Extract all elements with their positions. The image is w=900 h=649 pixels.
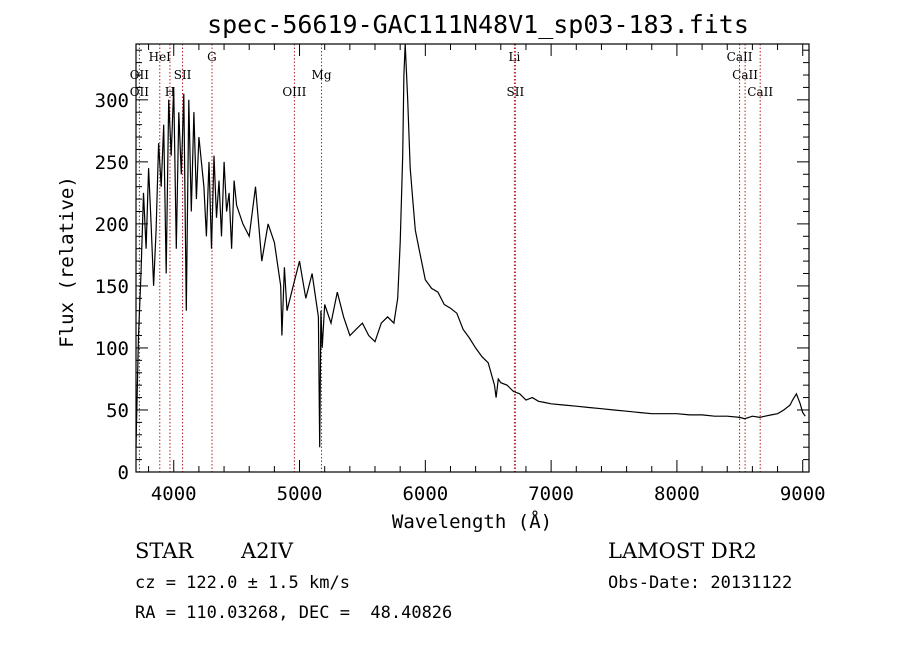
- line-label-oii: OII: [130, 68, 150, 82]
- x-tick-label: 6000: [402, 483, 448, 505]
- y-tick-label: 250: [95, 152, 129, 174]
- y-tick-label: 0: [118, 462, 129, 484]
- line-label-h: H: [165, 85, 175, 99]
- y-tick-label: 150: [95, 276, 129, 298]
- line-label-hei: HeI: [149, 50, 172, 64]
- line-label-sii: SII: [507, 85, 525, 99]
- x-axis-label: Wavelength (Å): [392, 510, 552, 533]
- x-tick-label: 7000: [528, 483, 574, 505]
- y-axis-label: Flux (relative): [56, 176, 78, 348]
- line-label-oii: OII: [130, 85, 150, 99]
- line-label-g: G: [207, 50, 217, 64]
- x-tick-label: 4000: [151, 483, 197, 505]
- line-label-li: Li: [508, 50, 520, 64]
- observation-date: Obs-Date: 20131122: [608, 573, 793, 593]
- y-tick-label: 200: [95, 214, 129, 236]
- survey-name: LAMOST DR2: [608, 539, 757, 563]
- spectrum-series: [135, 43, 806, 448]
- plot-frame: [135, 43, 810, 473]
- coordinates: RA = 110.03268, DEC = 48.40826: [135, 603, 453, 623]
- line-labels: OII OII HeI H SII G OIII Mg Li SII CaII CaII CaII: [130, 50, 774, 99]
- line-label-caii: CaII: [732, 68, 758, 82]
- line-label-caii: CaII: [747, 85, 773, 99]
- x-tick-label: 5000: [277, 483, 323, 505]
- chart-title: spec-56619-GAC111N48V1_sp03-183.fits: [207, 10, 749, 39]
- object-subclass: A2IV: [241, 539, 293, 563]
- redshift-velocity: cz = 122.0 ± 1.5 km/s: [135, 573, 350, 593]
- object-class: STAR: [135, 539, 194, 563]
- line-label-sii: SII: [174, 68, 192, 82]
- y-tick-label: 300: [95, 90, 129, 112]
- line-label-oiii: OIII: [282, 85, 306, 99]
- x-tick-label: 8000: [654, 483, 700, 505]
- y-tick-label: 100: [95, 338, 129, 360]
- y-tick-label: 50: [106, 400, 129, 422]
- line-label-mg: Mg: [312, 68, 332, 82]
- x-tick-label: 9000: [780, 483, 826, 505]
- axis-ticks: 4000 5000 6000 7000 8000 9000 0 50 100 150 200 250 3…: [95, 44, 826, 505]
- marker-lines: [138, 44, 761, 472]
- line-label-caii: CaII: [727, 50, 753, 64]
